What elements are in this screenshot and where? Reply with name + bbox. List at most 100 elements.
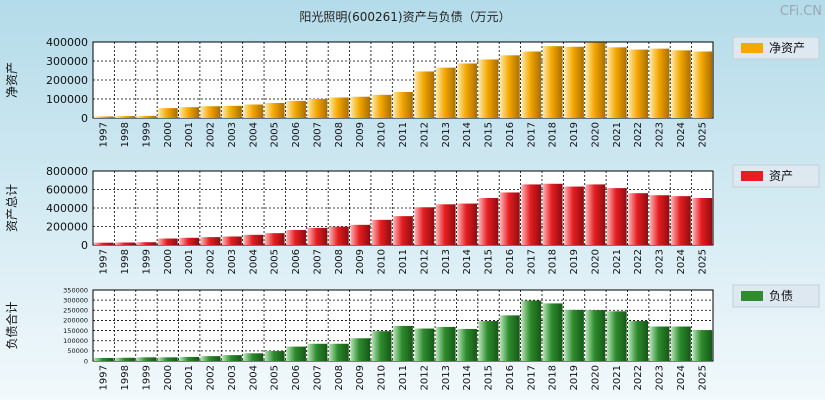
bar-total_liabilities-2017 [521, 300, 542, 361]
x-tick-label: 1998 [120, 122, 131, 147]
x-tick-label: 2015 [484, 365, 495, 390]
y-tick-label: 150000 [63, 327, 88, 335]
x-tick-label: 2005 [270, 122, 281, 147]
x-tick-label: 2012 [419, 249, 430, 274]
x-tick-label: 2018 [548, 365, 559, 390]
bar-net_assets-2011 [393, 91, 413, 118]
x-tick-label: 2003 [227, 122, 238, 147]
legend-label: 资产 [769, 169, 793, 183]
bar-total_liabilities-2014 [457, 328, 477, 361]
x-tick-label: 2020 [590, 249, 601, 274]
bar-total_liabilities-2019 [564, 309, 584, 361]
bar-total_liabilities-2003 [222, 355, 242, 361]
x-tick-label: 2009 [355, 365, 366, 390]
x-tick-label: 2023 [655, 249, 666, 274]
x-tick-label: 2018 [548, 249, 559, 274]
x-tick-label: 2025 [697, 122, 708, 147]
x-tick-label: 2021 [612, 249, 623, 274]
bar-total_assets-2011 [393, 216, 413, 245]
y-tick-label: 250000 [63, 307, 88, 315]
bar-net_assets-2015 [478, 59, 499, 118]
bar-net_assets-2014 [457, 63, 477, 118]
x-tick-label: 2005 [270, 249, 281, 274]
x-tick-label: 2003 [227, 249, 238, 274]
x-tick-label: 2010 [377, 365, 388, 390]
x-tick-label: 1997 [99, 249, 110, 274]
bar-net_assets-2008 [329, 97, 349, 118]
y-tick-label: 800000 [46, 165, 88, 178]
y-tick-label: 400000 [46, 202, 88, 215]
bar-total_assets-2017 [521, 184, 542, 245]
bar-total_liabilities-1997 [93, 357, 114, 361]
bar-total_liabilities-1999 [136, 357, 157, 361]
bar-net_assets-2019 [564, 46, 584, 118]
x-tick-label: 2005 [270, 365, 281, 390]
bar-net_assets-2007 [307, 99, 328, 118]
bar-total_liabilities-2023 [649, 326, 670, 361]
bar-net_assets-2004 [243, 104, 264, 118]
bar-net_assets-1998 [115, 116, 135, 118]
legend-label: 负债 [769, 289, 793, 303]
x-tick-label: 2006 [291, 122, 302, 147]
bar-total_assets-2024 [671, 196, 691, 245]
y-tick-label: 0 [84, 357, 88, 365]
x-tick-label: 2000 [163, 365, 174, 390]
x-tick-label: 2014 [462, 249, 473, 274]
bar-total_assets-2025 [692, 198, 713, 245]
bar-net_assets-2018 [542, 46, 563, 118]
legend-total_liabilities: 负债 [732, 284, 820, 308]
x-tick-label: 2007 [312, 249, 323, 274]
x-tick-label: 2004 [248, 122, 259, 147]
x-tick-label: 2022 [633, 249, 644, 274]
x-tick-label: 2021 [612, 365, 623, 390]
x-tick-label: 2016 [505, 122, 516, 147]
x-tick-label: 2002 [206, 122, 217, 147]
bar-net_assets-2002 [200, 106, 221, 118]
x-tick-label: 2012 [419, 365, 430, 390]
x-tick-label: 2002 [206, 365, 217, 390]
bar-net_assets-2021 [606, 47, 627, 118]
y-tick-label: 100000 [46, 93, 88, 106]
bar-total_assets-2012 [414, 207, 435, 245]
legend-swatch [741, 43, 763, 53]
x-tick-label: 2000 [163, 249, 174, 274]
x-tick-label: 2019 [569, 249, 580, 274]
x-tick-label: 2022 [633, 122, 644, 147]
bar-total_liabilities-2013 [435, 326, 456, 361]
y-axis-title: 负债合计 [4, 301, 19, 349]
x-tick-label: 2016 [505, 249, 516, 274]
x-tick-label: 2025 [697, 249, 708, 274]
bar-net_assets-2016 [500, 55, 520, 118]
bar-total_assets-2022 [628, 193, 649, 245]
bar-total_assets-2004 [243, 234, 264, 245]
x-tick-label: 2003 [227, 365, 238, 390]
bar-total_assets-2015 [478, 198, 499, 245]
bar-total_assets-2021 [606, 188, 627, 245]
bar-net_assets-2025 [692, 51, 713, 118]
y-axis-title: 净资产 [5, 62, 19, 98]
bar-net_assets-2023 [649, 48, 670, 118]
bar-net_assets-2000 [157, 108, 178, 118]
y-tick-label: 400000 [46, 36, 88, 49]
bar-total_liabilities-2020 [585, 310, 606, 361]
bar-net_assets-2010 [371, 94, 392, 118]
bar-net_assets-2006 [286, 100, 306, 118]
bar-total_assets-1999 [136, 242, 157, 245]
x-tick-label: 1998 [120, 249, 131, 274]
bar-net_assets-2013 [435, 67, 456, 118]
bar-net_assets-2009 [350, 96, 371, 118]
bar-net_assets-2020 [585, 42, 606, 118]
bar-total_liabilities-2016 [500, 315, 520, 361]
bar-net_assets-2024 [671, 50, 691, 118]
x-tick-label: 2024 [676, 249, 687, 274]
bar-total_liabilities-2022 [628, 321, 649, 361]
bar-net_assets-2017 [521, 51, 542, 118]
x-tick-label: 2001 [184, 249, 195, 274]
x-tick-label: 2025 [697, 365, 708, 390]
x-tick-label: 1999 [141, 122, 152, 147]
x-tick-label: 2009 [355, 122, 366, 147]
x-tick-label: 2011 [398, 365, 409, 390]
bar-total_assets-2020 [585, 184, 606, 245]
y-tick-label: 300000 [63, 296, 88, 304]
